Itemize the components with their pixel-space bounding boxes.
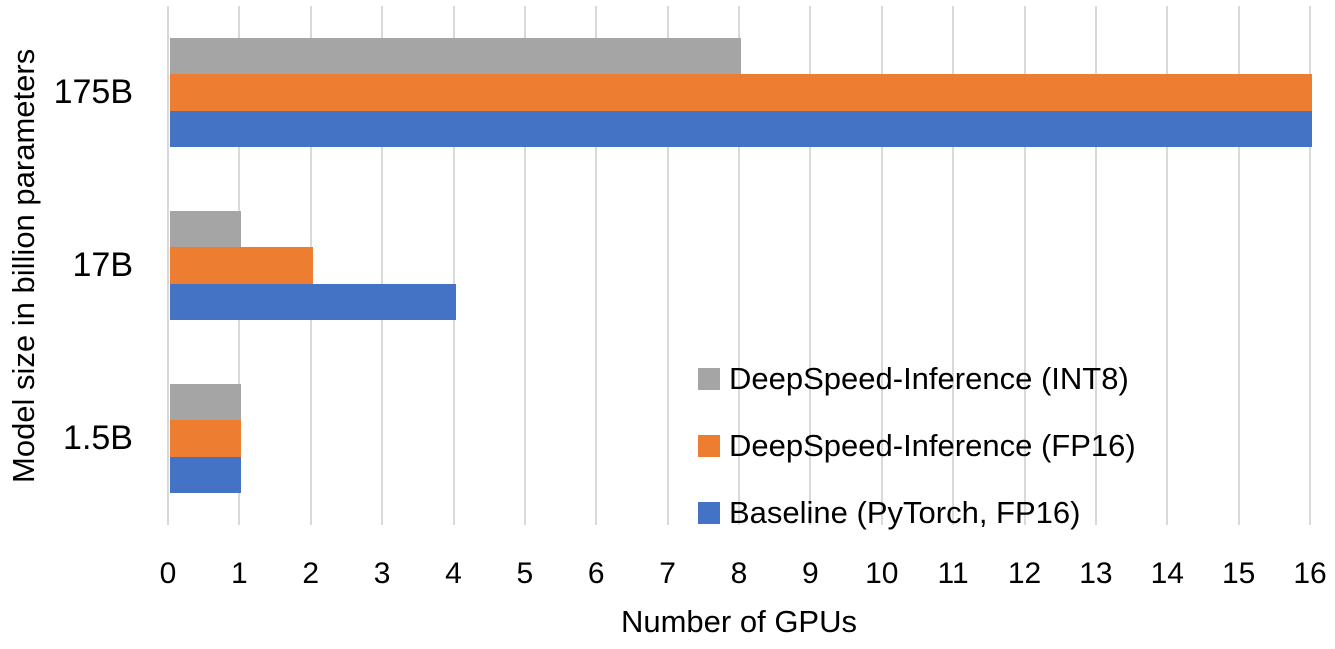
category-band-17B xyxy=(168,179,1310,352)
gridline xyxy=(381,6,384,525)
x-tick-label: 11 xyxy=(937,557,969,590)
x-tick-label: 3 xyxy=(373,557,391,590)
gridline xyxy=(809,6,812,525)
x-tick-label: 4 xyxy=(445,557,462,590)
x-tick-label: 9 xyxy=(802,557,819,590)
legend-label: DeepSpeed-Inference (FP16) xyxy=(729,428,1136,463)
gridline xyxy=(880,6,883,525)
category-label: 1.5B xyxy=(63,419,133,457)
legend-item: DeepSpeed-Inference (INT8) xyxy=(698,361,1136,397)
x-axis-title: Number of GPUs xyxy=(620,604,857,639)
legend-item: DeepSpeed-Inference (FP16) xyxy=(698,428,1136,464)
gridline xyxy=(1309,6,1311,525)
legend: DeepSpeed-Inference (INT8) DeepSpeed-Infe… xyxy=(698,361,1136,531)
x-tick-label: 13 xyxy=(1079,557,1113,590)
x-tick-label: 0 xyxy=(159,557,177,590)
category-band-1.5B xyxy=(168,352,1310,525)
bar xyxy=(170,283,456,320)
gridline xyxy=(1166,6,1169,525)
bar xyxy=(170,74,1312,111)
gridline xyxy=(1237,6,1240,525)
bars-layer xyxy=(168,6,1312,525)
x-tick-label: 5 xyxy=(516,557,534,590)
legend-color-swatch xyxy=(698,435,720,457)
x-tick-label: 1 xyxy=(231,557,248,590)
bar xyxy=(170,384,242,421)
y-axis-category-labels: 175B 17B 1.5B xyxy=(0,6,133,525)
x-tick-label: 16 xyxy=(1293,557,1327,590)
bar xyxy=(170,211,242,248)
bar xyxy=(170,247,313,284)
gridline xyxy=(738,6,740,525)
category-label: 17B xyxy=(72,246,134,284)
legend-label: Baseline (PyTorch, FP16) xyxy=(729,495,1081,530)
category-band-175B xyxy=(168,6,1312,179)
bar xyxy=(170,420,242,457)
gridline xyxy=(1094,6,1097,525)
x-tick-label: 10 xyxy=(865,557,899,590)
legend-label: DeepSpeed-Inference (INT8) xyxy=(729,361,1129,396)
x-tick-label: 7 xyxy=(659,557,676,590)
gridline xyxy=(666,6,669,525)
category-label: 175B xyxy=(53,73,133,111)
legend-item: Baseline (PyTorch, FP16) xyxy=(698,495,1136,531)
gridline xyxy=(952,6,955,525)
x-tick-label: 12 xyxy=(1007,557,1042,590)
gridline xyxy=(595,6,598,525)
plot-area: DeepSpeed-Inference (INT8) DeepSpeed-Infe… xyxy=(167,6,1312,530)
x-axis-tick-labels: 0 1 2 3 4 5 6 7 8 9 10 11 12 13 14 15 16 xyxy=(160,556,1327,592)
bar xyxy=(170,456,242,493)
gridline xyxy=(452,6,455,525)
x-tick-label: 6 xyxy=(587,557,605,590)
bar xyxy=(170,38,741,75)
gridline xyxy=(523,6,526,525)
gridline xyxy=(1023,6,1026,525)
legend-color-swatch xyxy=(698,368,720,390)
legend-color-swatch xyxy=(698,502,720,524)
x-tick-label: 15 xyxy=(1221,557,1256,590)
x-tick-label: 8 xyxy=(730,557,748,590)
bar xyxy=(170,110,1312,147)
x-tick-label: 14 xyxy=(1150,557,1184,590)
gridline xyxy=(167,6,169,525)
x-tick-label: 2 xyxy=(302,557,320,590)
